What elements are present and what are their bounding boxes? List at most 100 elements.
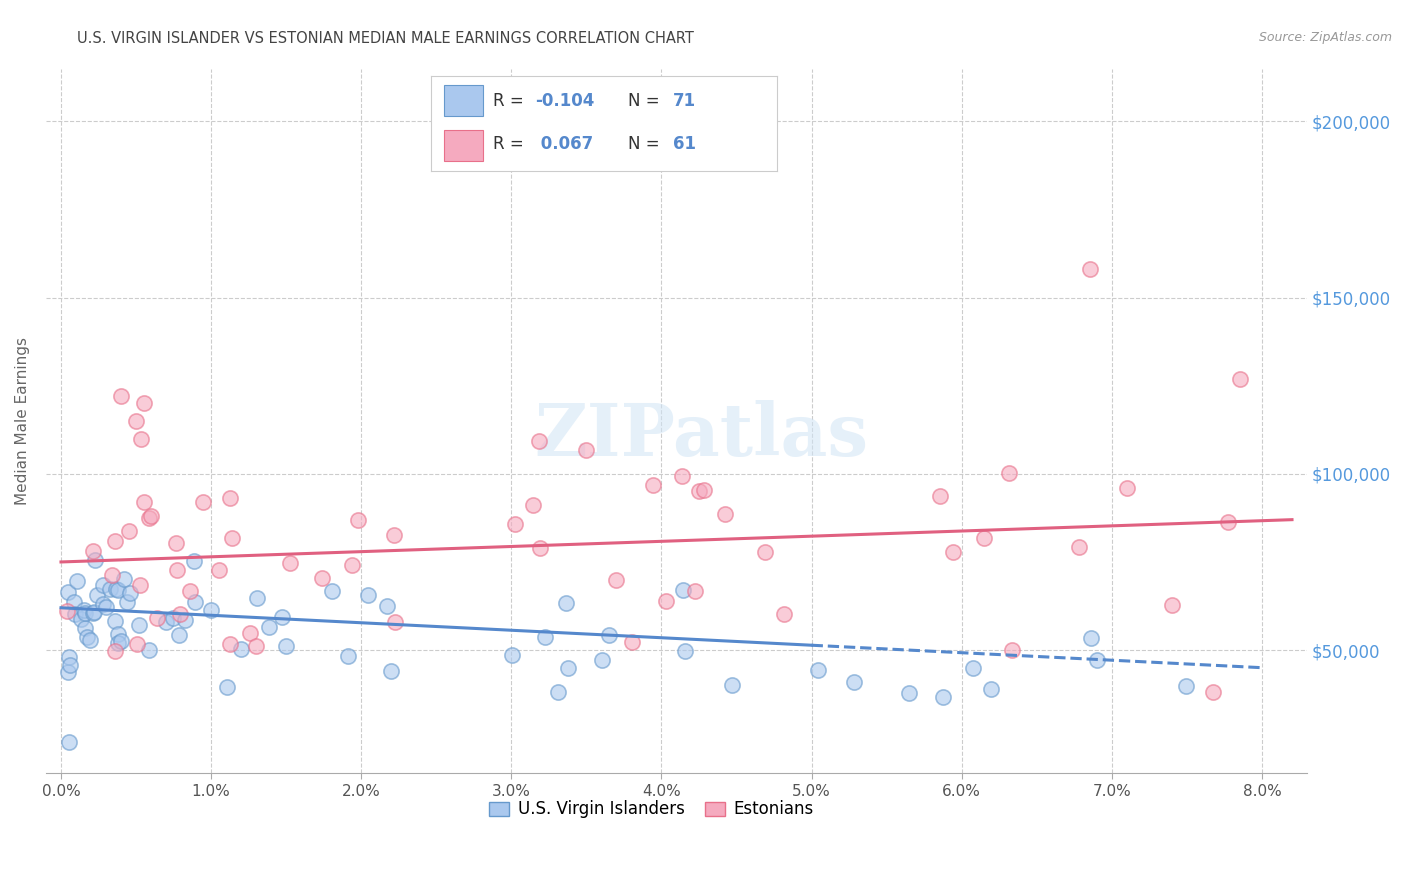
Point bbox=[340, 558, 363, 572]
Point bbox=[998, 466, 1021, 480]
Point bbox=[179, 584, 201, 599]
Y-axis label: Median Male Earnings: Median Male Earnings bbox=[15, 337, 30, 505]
Point bbox=[1229, 372, 1251, 386]
Point bbox=[713, 507, 735, 521]
Point bbox=[162, 611, 184, 625]
Point bbox=[56, 665, 79, 679]
Point bbox=[208, 563, 231, 577]
Point bbox=[166, 563, 188, 577]
Point bbox=[104, 582, 127, 597]
Point bbox=[110, 389, 132, 403]
Point bbox=[221, 531, 243, 545]
Point bbox=[139, 509, 162, 524]
Point bbox=[79, 633, 101, 648]
Point bbox=[688, 484, 710, 499]
Point bbox=[1115, 481, 1137, 495]
Legend: U.S. Virgin Islanders, Estonians: U.S. Virgin Islanders, Estonians bbox=[482, 794, 820, 825]
Point bbox=[931, 690, 953, 705]
Point bbox=[173, 613, 195, 627]
Point bbox=[527, 434, 550, 448]
Point bbox=[128, 618, 150, 632]
Point bbox=[575, 443, 598, 458]
Point bbox=[382, 527, 405, 541]
Point bbox=[169, 607, 191, 621]
Point bbox=[115, 595, 138, 609]
Point bbox=[200, 603, 222, 617]
Point bbox=[842, 675, 865, 690]
Point bbox=[58, 735, 80, 749]
Point bbox=[357, 588, 380, 602]
Point bbox=[231, 641, 253, 656]
Point bbox=[82, 606, 104, 620]
Point bbox=[183, 594, 205, 608]
Point bbox=[98, 582, 121, 596]
Point bbox=[246, 591, 269, 606]
Point bbox=[375, 599, 398, 613]
Point bbox=[257, 620, 280, 634]
Point bbox=[671, 468, 693, 483]
Point bbox=[683, 584, 706, 599]
Point bbox=[134, 396, 156, 410]
Point bbox=[716, 777, 738, 791]
Point bbox=[655, 594, 678, 608]
Point bbox=[598, 628, 620, 642]
Point bbox=[1175, 679, 1198, 693]
Point bbox=[59, 657, 82, 672]
Point bbox=[962, 661, 984, 675]
Point bbox=[620, 635, 643, 649]
Point bbox=[643, 477, 665, 491]
Point bbox=[58, 649, 80, 664]
Point bbox=[86, 588, 108, 602]
Point bbox=[169, 628, 191, 642]
Point bbox=[193, 495, 215, 509]
Point bbox=[91, 597, 114, 611]
Point bbox=[274, 639, 297, 653]
Point bbox=[138, 643, 160, 657]
Point bbox=[501, 648, 523, 662]
Point bbox=[1216, 515, 1239, 529]
Point bbox=[522, 498, 544, 512]
Point bbox=[807, 663, 830, 677]
Point bbox=[547, 684, 569, 698]
Point bbox=[773, 607, 796, 621]
Point bbox=[380, 664, 402, 678]
Point bbox=[107, 582, 129, 597]
Point bbox=[217, 681, 239, 695]
Point bbox=[118, 524, 141, 538]
Point bbox=[721, 678, 744, 692]
Point bbox=[673, 644, 696, 658]
Point bbox=[107, 636, 129, 650]
Point bbox=[347, 513, 370, 527]
Point bbox=[66, 574, 89, 589]
Point bbox=[103, 644, 125, 658]
Point bbox=[942, 545, 965, 559]
Point bbox=[1087, 653, 1109, 667]
Point bbox=[1069, 540, 1091, 554]
Point bbox=[754, 545, 776, 559]
Point bbox=[104, 615, 127, 629]
Point bbox=[591, 653, 613, 667]
Point bbox=[112, 573, 135, 587]
Point bbox=[125, 637, 148, 651]
Point bbox=[973, 531, 995, 545]
Point bbox=[239, 626, 262, 640]
Point bbox=[219, 491, 242, 506]
Point bbox=[82, 544, 104, 558]
Point bbox=[138, 511, 160, 525]
Point bbox=[129, 577, 152, 591]
Point bbox=[1001, 642, 1024, 657]
Point bbox=[165, 536, 187, 550]
Point bbox=[84, 553, 107, 567]
Point bbox=[692, 483, 714, 498]
Point bbox=[219, 636, 242, 650]
Point bbox=[605, 573, 627, 587]
Point bbox=[104, 533, 127, 548]
Point bbox=[73, 602, 96, 616]
Text: Source: ZipAtlas.com: Source: ZipAtlas.com bbox=[1258, 31, 1392, 45]
Point bbox=[384, 615, 406, 630]
Point bbox=[129, 432, 152, 446]
Point bbox=[83, 605, 105, 619]
Point bbox=[898, 686, 921, 700]
Point bbox=[56, 585, 79, 599]
Point bbox=[337, 648, 360, 663]
